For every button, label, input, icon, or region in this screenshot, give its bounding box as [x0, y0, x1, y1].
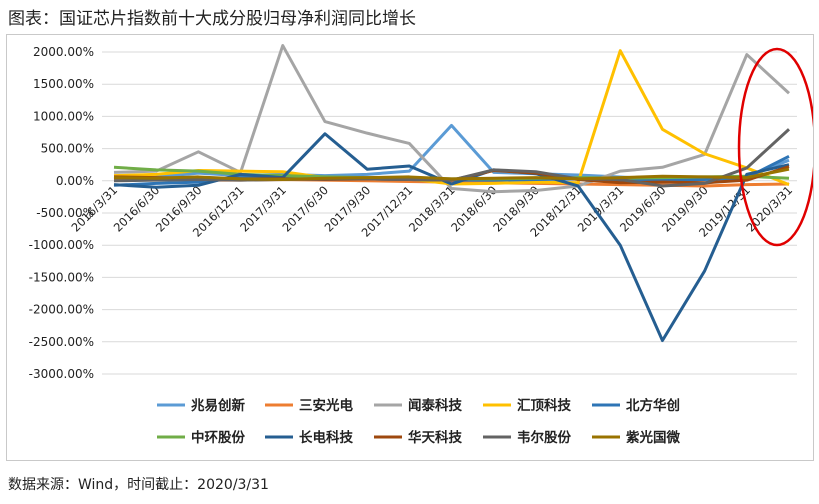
y-tick-label: 1000.00% [33, 109, 94, 123]
y-tick-label: -2000.00% [29, 303, 94, 317]
y-axis-ticks: -3000.00% -2500.00% -2000.00% -1500.00% -100… [29, 45, 94, 381]
series-line [113, 49, 790, 187]
chart-title: 图表：国证芯片指数前十大成分股归母净利润同比增长 [8, 9, 416, 29]
legend-label: 韦尔股份 [517, 429, 571, 446]
legend-label: 闻泰科技 [408, 397, 462, 414]
x-axis-ticks: 2016/3/312016/6/302016/9/302016/12/31201… [69, 183, 796, 240]
legend-label: 三安光电 [299, 397, 353, 414]
series-lines [113, 44, 791, 343]
series-line [113, 123, 790, 185]
y-tick-label: -1500.00% [29, 270, 94, 284]
x-tick-label: 2020/3/31 [744, 183, 796, 235]
y-tick-label: -2500.00% [29, 335, 94, 349]
y-tick-label: -3000.00% [29, 367, 94, 381]
line-chart: -3000.00% -2500.00% -2000.00% -1500.00% -100… [29, 44, 813, 446]
y-tick-label: -500.00% [36, 206, 94, 220]
y-tick-label: 2000.00% [33, 45, 94, 59]
legend-label: 北方华创 [626, 397, 680, 414]
y-tick-label: 500.00% [41, 142, 94, 156]
legend-label: 华天科技 [408, 429, 462, 446]
data-source-note: 数据来源：Wind，时间截止：2020/3/31 [8, 477, 269, 493]
chart-frame: -3000.00% -2500.00% -2000.00% -1500.00% -100… [6, 34, 814, 461]
red-ellipse-highlight [737, 47, 813, 247]
legend-label: 兆易创新 [191, 397, 245, 414]
highlight-annotation [737, 47, 813, 247]
y-tick-label: 0.00% [56, 174, 94, 188]
series-line [113, 167, 790, 182]
legend-label: 紫光国微 [626, 429, 680, 446]
series-line [113, 44, 791, 194]
legend-label: 长电科技 [299, 429, 353, 446]
legend-label: 中环股份 [191, 429, 245, 446]
legend-label: 汇顶科技 [517, 397, 571, 414]
y-tick-label: -1000.00% [29, 238, 94, 252]
y-tick-label: 1500.00% [33, 77, 94, 91]
